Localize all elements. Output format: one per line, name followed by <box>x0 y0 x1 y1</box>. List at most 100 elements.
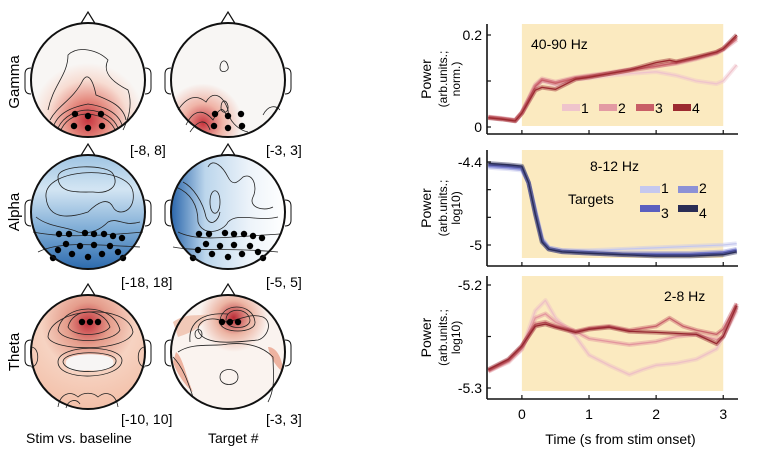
ear-left-icon <box>24 67 32 95</box>
topomap-gamma-target: [-3, 3] <box>164 10 302 158</box>
y-tick-label: -4.4 <box>458 154 482 170</box>
ear-right-icon <box>284 339 292 367</box>
topomap-grid: Gamma Alpha Theta [-8, 8] <box>6 10 302 446</box>
row-label-gamma: Gamma <box>6 55 23 109</box>
topomap-alpha-target: [-5, 5] <box>164 142 302 290</box>
nose-icon <box>219 10 237 26</box>
legend-swatch-3 <box>640 205 660 212</box>
legend-label-4: 4 <box>699 205 707 221</box>
ear-left-icon <box>24 199 32 227</box>
head-outline <box>30 22 146 138</box>
legend-swatch-3 <box>636 104 654 111</box>
nose-icon <box>79 10 97 26</box>
legend-label-4: 4 <box>692 100 700 116</box>
legend-swatch-4 <box>673 104 691 111</box>
legend-label-3: 3 <box>655 100 663 116</box>
y-tick-label: 0 <box>474 119 482 135</box>
legend-label-3: 3 <box>661 205 669 221</box>
electrodes <box>78 318 102 326</box>
stim-shade <box>521 150 724 258</box>
head-outline <box>170 22 286 138</box>
legend-swatch-4 <box>678 205 698 212</box>
topomap-alpha-stim: [-18, 18] <box>24 142 172 290</box>
head-map <box>171 155 285 269</box>
y-axis-sublabel-2: norm.) <box>449 62 463 97</box>
scale-label: [-3, 3] <box>266 142 302 158</box>
column-label-stim: Stim vs. baseline <box>26 430 132 446</box>
series-line-2 <box>488 307 738 373</box>
scale-label: [-8, 8] <box>130 142 166 158</box>
legend-label-1: 1 <box>581 100 589 116</box>
chart-panel-2: -4.4 -5 Power (arb.units.; log10) 8-12 Hz Targ… <box>418 150 738 267</box>
x-axis-label: Time (s from stim onset) <box>545 431 695 447</box>
contour-lines <box>172 306 274 403</box>
y-axis-sublabel-1: (arb.units.; <box>436 51 450 108</box>
legend-title: Targets <box>568 191 614 207</box>
electrodes <box>70 110 106 132</box>
ear-left-icon <box>164 199 172 227</box>
y-axis-sublabel-2: log10) <box>449 191 463 224</box>
head-outline <box>30 294 146 410</box>
scale-label: [-5, 5] <box>266 274 302 290</box>
chart-panel-1: 0 0.2 Power (arb.units.; norm.) 40-90 Hz 1 2 3 4 <box>418 24 739 135</box>
y-tick-label: 0.2 <box>463 27 483 43</box>
ear-right-icon <box>284 199 292 227</box>
legend-label-2: 2 <box>618 100 626 116</box>
ear-left-icon <box>164 339 172 367</box>
head-map <box>171 23 285 137</box>
head-map <box>31 23 145 137</box>
contour-lines <box>30 308 146 409</box>
ear-right-icon <box>284 67 292 95</box>
band-label: 2-8 Hz <box>664 288 705 304</box>
legend-label-2: 2 <box>699 180 707 196</box>
scale-label: [-18, 18] <box>121 274 172 290</box>
series-line-4 <box>488 34 738 122</box>
x-tick-label: 2 <box>652 406 660 422</box>
legend-swatch-1 <box>562 104 580 111</box>
series-line-4 <box>488 305 738 371</box>
legend-swatch-1 <box>640 186 660 193</box>
column-label-target: Target # <box>208 430 259 446</box>
y-axis-label: Power <box>418 59 434 99</box>
y-tick-label: -5.3 <box>458 380 482 396</box>
ear-left-icon <box>24 339 32 367</box>
ear-right-icon <box>144 339 152 367</box>
contour-lines <box>172 162 281 253</box>
electrodes <box>210 110 246 132</box>
scale-label: [-10, 10] <box>121 411 172 427</box>
series-line-1 <box>488 299 738 376</box>
head-outline <box>170 154 286 270</box>
y-tick-label: -5.2 <box>458 277 482 293</box>
y-tick-label: -5 <box>470 237 483 253</box>
series-line-4 <box>488 162 737 257</box>
topomap-theta-target: [-3, 3] <box>164 282 302 427</box>
band-label: 8-12 Hz <box>590 158 639 174</box>
x-tick-label: 0 <box>518 406 526 422</box>
electrodes <box>189 229 267 262</box>
x-tick-label: 1 <box>585 406 593 422</box>
y-axis-label: Power <box>418 317 434 357</box>
topomap-theta-stim: [-10, 10] <box>24 282 172 427</box>
contour-lines <box>177 60 281 133</box>
ear-right-icon <box>144 67 152 95</box>
chart-panel-3: -5.2 -5.3 0 1 2 3 Power (arb.units.; log10) 2-8 H… <box>418 276 739 447</box>
y-axis-sublabel-1: (arb.units.; <box>436 309 450 366</box>
y-axis-label: Power <box>418 188 434 228</box>
topomap-gamma-stim: [-8, 8] <box>24 10 166 158</box>
head-outline <box>170 294 286 410</box>
y-axis-sublabel-1: (arb.units.; <box>436 180 450 237</box>
row-label-alpha: Alpha <box>6 192 23 231</box>
nose-icon <box>219 142 237 158</box>
nose-icon <box>79 282 97 298</box>
head-outline <box>30 154 146 270</box>
nose-icon <box>219 282 237 298</box>
scale-label: [-3, 3] <box>266 411 302 427</box>
legend-label-1: 1 <box>661 180 669 196</box>
band-label: 40-90 Hz <box>531 36 588 52</box>
legend-swatch-2 <box>678 186 698 193</box>
legend-swatch-2 <box>599 104 617 111</box>
head-map <box>31 295 145 409</box>
x-tick-label: 3 <box>719 406 727 422</box>
